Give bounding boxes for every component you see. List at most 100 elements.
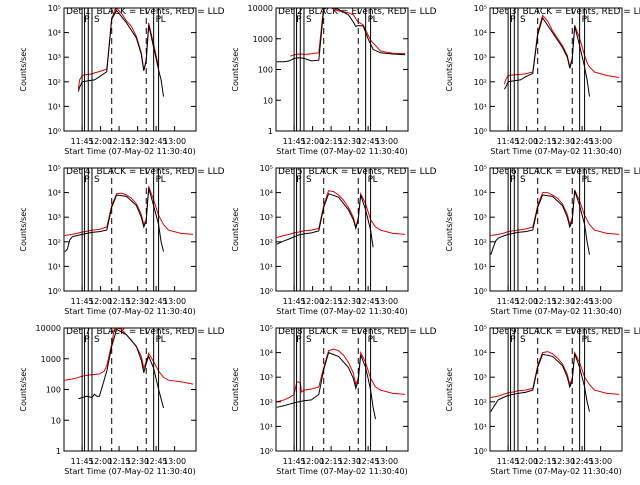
x-tick-label: 12:00 [515,137,538,146]
lld-series-line [77,8,160,90]
y-tick-label: 10⁴ [474,349,487,358]
y-tick-label: 10⁵ [48,164,61,173]
x-tick-label: 12:45 [571,137,594,146]
panel-title: Det 6: BLACK = Events, RED = LLD [492,167,640,177]
y-tick-label: 10⁰ [474,127,487,136]
y-tick-label: 10² [474,398,487,407]
x-tick-label: 12:00 [89,297,112,306]
x-axis-label: Start Time (07-May-02 11:30:40) [490,147,621,156]
x-tick-label: 12:00 [515,297,538,306]
panel-title: Det 7: BLACK = Events, RED = LLD [66,327,225,337]
x-tick-label: 12:15 [108,457,131,466]
marker-label: P [296,175,302,185]
panel-det-3: Det 3: BLACK = Events, RED = LLDPSPL10⁰1… [445,4,640,156]
y-axis-label: Counts/sec [445,47,454,91]
x-tick-label: 12:15 [320,457,343,466]
marker-label: L [161,175,166,185]
x-tick-label: 12:45 [357,137,380,146]
x-tick-label: 12:15 [534,457,557,466]
y-tick-label: 10⁵ [260,164,273,173]
x-tick-label: 12:30 [338,297,361,306]
y-axis-label: Counts/sec [231,207,240,251]
plot-frame [275,167,409,292]
y-tick-label: 100 [258,66,273,75]
y-tick-label: 10⁵ [260,324,273,333]
marker-label: L [161,335,166,345]
y-tick-label: 10⁴ [260,349,273,358]
x-tick-label: 12:00 [89,457,112,466]
y-tick-label: 10⁴ [474,189,487,198]
panel-title: Det 3: BLACK = Events, RED = LLD [492,7,640,17]
x-tick-label: 12:30 [126,457,149,466]
x-tick-label: 13:00 [589,457,612,466]
y-axis-label: Counts/sec [445,367,454,411]
x-tick-label: 11:45 [497,457,520,466]
plot-frame [63,7,197,132]
x-axis-label: Start Time (07-May-02 11:30:40) [276,147,407,156]
y-axis-label: Counts/sec [19,367,28,411]
y-tick-label: 10⁰ [474,447,487,456]
marker-label: P [510,335,516,345]
x-tick-label: 12:00 [515,457,538,466]
panel-title: Det 5: BLACK = Events, RED = LLD [278,167,437,177]
x-tick-label: 13:00 [375,137,398,146]
panel-det-4: Det 4: BLACK = Events, RED = LLDPSPL10⁰1… [19,164,225,316]
events-series-line [490,190,590,255]
marker-label: P [510,15,516,25]
x-tick-label: 12:45 [571,297,594,306]
panel-det-9: Det 9: BLACK = Events, RED = LLDPSPL10⁰1… [445,324,640,476]
events-series-line [276,351,376,420]
x-tick-label: 13:00 [163,457,186,466]
y-axis-label: Counts/sec [19,207,28,251]
x-tick-label: 13:00 [589,297,612,306]
events-series-line [276,8,406,63]
y-tick-label: 10² [48,78,61,87]
panel-title: Det 4: BLACK = Events, RED = LLD [66,167,225,177]
y-tick-label: 10⁰ [260,287,273,296]
marker-label: P [84,15,90,25]
marker-label: S [306,335,312,345]
y-tick-label: 10⁵ [48,4,61,13]
marker-label: P [84,335,90,345]
x-tick-label: 12:30 [338,137,361,146]
x-axis-label: Start Time (07-May-02 11:30:40) [64,307,195,316]
lld-series-line [503,14,620,85]
plot-frame [275,7,409,132]
marker-label: P [296,335,302,345]
y-tick-label: 10³ [260,373,273,382]
x-tick-label: 11:45 [283,457,306,466]
x-tick-label: 11:45 [71,137,94,146]
x-axis-label: Start Time (07-May-02 11:30:40) [490,467,621,476]
marker-label: S [306,15,312,25]
x-tick-label: 12:15 [108,137,131,146]
y-tick-label: 100 [46,386,61,395]
y-tick-label: 10⁵ [474,4,487,13]
x-tick-label: 12:00 [301,297,324,306]
panel-title: Det 8: BLACK = Events, RED = LLD [278,327,437,337]
marker-label: S [94,335,100,345]
y-tick-label: 10¹ [474,422,487,431]
y-tick-label: 1000 [253,35,273,44]
x-tick-label: 11:45 [71,297,94,306]
x-tick-label: 12:30 [552,457,575,466]
x-tick-label: 12:45 [145,457,168,466]
y-tick-label: 10000 [36,324,61,333]
events-series-line [490,353,590,412]
x-tick-label: 12:00 [301,137,324,146]
x-tick-label: 13:00 [375,457,398,466]
y-tick-label: 10 [263,96,273,105]
y-tick-label: 10 [51,416,61,425]
lld-series-line [276,348,406,403]
marker-label: S [306,175,312,185]
x-tick-label: 11:45 [497,297,520,306]
x-tick-label: 12:00 [301,457,324,466]
marker-label: L [373,335,378,345]
lld-series-line [290,8,406,57]
y-tick-label: 1 [268,127,273,136]
y-tick-label: 10³ [474,373,487,382]
x-tick-label: 12:30 [126,137,149,146]
marker-label: L [161,15,166,25]
panel-title: Det 2: BLACK = Events, RED = LLD [278,7,437,17]
